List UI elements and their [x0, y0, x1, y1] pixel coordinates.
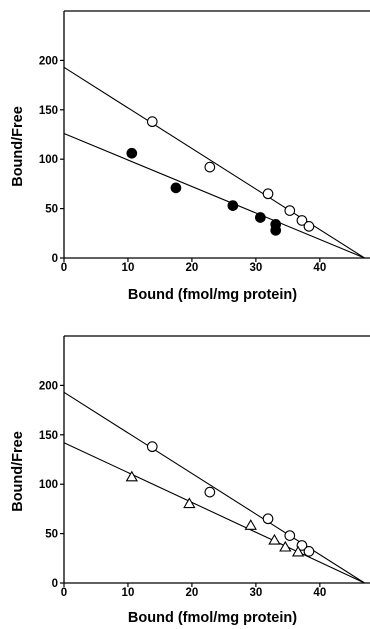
data-point-triangle [244, 519, 257, 530]
data-point-triangle [125, 470, 138, 482]
x-axis-title: Bound (fmol/mg protein) [128, 287, 297, 303]
x-tick-label: 40 [313, 587, 326, 599]
chart-panel-2: 0 50 100 150 200 0 10 20 30 40 Bound (fmol/mg prot… [10, 335, 370, 626]
data-point-triangle [268, 533, 281, 545]
y-tick-label: 50 [45, 529, 58, 541]
fit-line-open-circle [63, 66, 365, 259]
x-axis-title: Bound (fmol/mg protein) [128, 610, 297, 626]
data-point-filled [227, 200, 239, 211]
y-tick-label: 50 [45, 204, 58, 216]
data-point-open [262, 513, 274, 525]
y-tick-label: 150 [39, 430, 58, 442]
fit-line-open-triangle [63, 442, 365, 584]
data-point-open [296, 540, 308, 551]
y-tick-label: 150 [39, 105, 58, 117]
fit-line-filled-circle [63, 133, 365, 259]
data-point-open [296, 215, 308, 226]
data-point-open [204, 486, 216, 498]
data-point-filled [255, 212, 266, 223]
data-point-open [146, 116, 158, 128]
x-tick-label: 0 [61, 262, 67, 274]
x-tick-label: 40 [313, 262, 326, 274]
y-tick-label: 200 [39, 55, 58, 67]
data-point-open [284, 205, 296, 216]
data-point-open [204, 161, 216, 173]
y-tick-label: 0 [52, 253, 58, 265]
data-point-filled [126, 147, 138, 159]
x-tick-label: 10 [122, 262, 135, 274]
x-tick-label: 10 [122, 587, 135, 599]
data-point-filled [170, 182, 182, 194]
y-axis-title: Bound/Free [10, 106, 26, 187]
y-tick-label: 100 [39, 479, 58, 491]
y-tick-label: 200 [39, 380, 58, 392]
x-tick-label: 30 [249, 262, 262, 274]
x-tick-label: 20 [186, 262, 199, 274]
data-point-open [146, 441, 158, 453]
data-point-filled [270, 224, 282, 236]
data-point-open [303, 546, 315, 557]
y-tick-label: 0 [52, 578, 58, 590]
chart-panel-1: 0 50 100 150 200 0 10 20 30 40 Bound (fmol/mg prot… [10, 10, 370, 303]
y-tick-label: 100 [39, 154, 58, 166]
data-point-triangle [279, 540, 292, 552]
x-tick-label: 30 [249, 587, 262, 599]
data-point-open [284, 530, 296, 541]
x-tick-label: 20 [186, 587, 199, 599]
x-tick-label: 0 [61, 587, 67, 599]
fit-line-open-circle [63, 391, 365, 584]
data-point-open [262, 188, 274, 200]
y-axis-title: Bound/Free [10, 431, 26, 512]
data-point-open [303, 221, 315, 232]
data-point-triangle [183, 497, 196, 509]
data-point-triangle [291, 545, 305, 557]
